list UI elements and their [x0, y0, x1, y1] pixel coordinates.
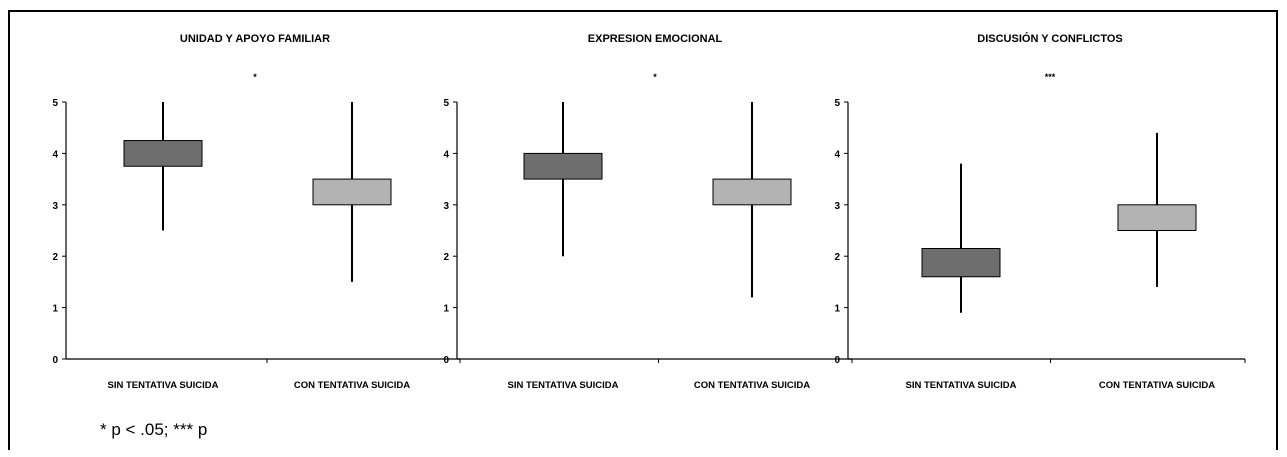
- y-tick-label: 1: [443, 304, 449, 315]
- category-label: SIN TENTATIVA SUICIDA: [905, 380, 1016, 391]
- y-tick-label: 1: [834, 304, 840, 315]
- chart-title: EXPRESION EMOCIONAL: [588, 33, 723, 45]
- y-tick-label: 1: [52, 304, 58, 315]
- y-tick-label: 2: [52, 252, 58, 263]
- y-tick-label: 2: [834, 252, 840, 263]
- y-tick-label: 4: [834, 149, 840, 160]
- y-tick-label: 3: [443, 201, 449, 212]
- significance-marker: *: [253, 72, 257, 82]
- y-tick-label: 5: [52, 98, 58, 109]
- y-tick-label: 0: [52, 355, 58, 366]
- category-label: CON TENTATIVA SUICIDA: [1099, 380, 1215, 391]
- category-label: CON TENTATIVA SUICIDA: [694, 380, 810, 391]
- significance-marker: ***: [1045, 72, 1056, 82]
- category-label: SIN TENTATIVA SUICIDA: [507, 380, 618, 391]
- y-tick-label: 3: [834, 201, 840, 212]
- y-tick-label: 5: [443, 98, 449, 109]
- box-iqr: [1117, 204, 1197, 232]
- y-tick-label: 0: [443, 355, 449, 366]
- category-label: SIN TENTATIVA SUICIDA: [107, 380, 218, 391]
- box-iqr: [712, 178, 792, 206]
- chart-title: UNIDAD Y APOYO FAMILIAR: [180, 33, 330, 45]
- chart-title: DISCUSIÓN Y CONFLICTOS: [977, 32, 1122, 45]
- y-tick-label: 5: [834, 98, 840, 109]
- y-tick-label: 0: [834, 355, 840, 366]
- box-iqr: [523, 152, 603, 180]
- box-iqr: [921, 247, 1001, 278]
- y-tick-label: 2: [443, 252, 449, 263]
- y-tick-label: 3: [52, 201, 58, 212]
- footnote: * p < .05; *** p: [100, 420, 208, 439]
- box-iqr: [123, 140, 203, 167]
- y-tick-label: 4: [443, 149, 449, 160]
- y-tick-label: 4: [52, 149, 58, 160]
- category-label: CON TENTATIVA SUICIDA: [294, 380, 410, 391]
- significance-marker: *: [653, 72, 657, 82]
- figure-frame: [8, 10, 1278, 450]
- box-iqr: [312, 178, 392, 206]
